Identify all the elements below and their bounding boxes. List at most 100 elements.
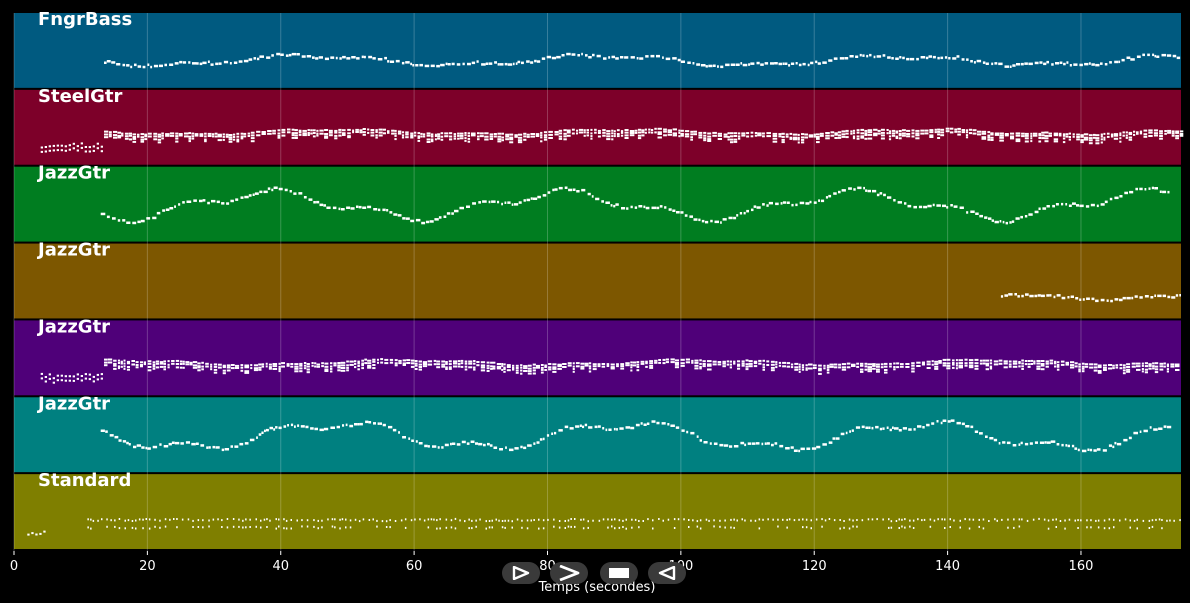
- note: [361, 364, 364, 367]
- note: [60, 144, 63, 147]
- note: [845, 132, 849, 135]
- note: [1015, 138, 1021, 141]
- note: [540, 136, 543, 139]
- note: [586, 129, 589, 132]
- note: [852, 129, 856, 132]
- note: [336, 425, 340, 429]
- note: [394, 364, 398, 367]
- note: [228, 134, 233, 136]
- note: [168, 442, 172, 446]
- note: [889, 428, 892, 432]
- note: [277, 129, 281, 132]
- note: [937, 128, 941, 131]
- note: [795, 203, 798, 207]
- note: [1095, 134, 1100, 137]
- note: [598, 425, 601, 428]
- note: [588, 367, 592, 370]
- note: [1020, 441, 1023, 445]
- note: [833, 192, 837, 195]
- note: [105, 430, 108, 433]
- note: [864, 129, 868, 132]
- note: [558, 429, 563, 432]
- note: [815, 518, 818, 521]
- note: [772, 518, 774, 521]
- note: [781, 138, 785, 141]
- note: [872, 363, 876, 366]
- note: [845, 136, 849, 139]
- note: [271, 188, 274, 192]
- note: [1008, 293, 1013, 296]
- note: [830, 131, 835, 134]
- note: [1077, 519, 1079, 522]
- note: [385, 526, 388, 528]
- note: [639, 57, 644, 60]
- note: [926, 367, 931, 369]
- note: [84, 150, 87, 153]
- note: [1100, 62, 1103, 65]
- note: [1038, 132, 1042, 135]
- note: [154, 518, 156, 521]
- note: [805, 367, 808, 370]
- note: [1001, 518, 1003, 521]
- note: [193, 199, 197, 202]
- note: [445, 361, 448, 363]
- note: [1088, 62, 1091, 65]
- note: [192, 62, 197, 65]
- note: [864, 134, 868, 136]
- note: [1155, 518, 1157, 521]
- note: [719, 525, 721, 528]
- note: [1161, 527, 1163, 530]
- note: [1032, 132, 1038, 135]
- note: [306, 371, 310, 374]
- note: [128, 443, 131, 446]
- rewind-button[interactable]: [648, 562, 686, 584]
- note: [269, 426, 273, 430]
- forward-icon: [559, 565, 580, 581]
- note: [321, 526, 323, 529]
- note: [1050, 440, 1056, 443]
- note: [754, 134, 758, 137]
- note: [475, 442, 478, 445]
- forward-button[interactable]: [550, 562, 588, 584]
- note: [1148, 367, 1152, 370]
- play-button[interactable]: [502, 562, 540, 584]
- note: [882, 54, 886, 57]
- note: [1114, 60, 1119, 64]
- note: [356, 205, 359, 208]
- note: [294, 132, 298, 135]
- note: [927, 204, 932, 208]
- note: [724, 519, 726, 522]
- note: [772, 137, 778, 140]
- note: [132, 137, 137, 140]
- note: [641, 131, 645, 134]
- note: [132, 140, 137, 143]
- note: [121, 134, 124, 137]
- note: [1040, 360, 1045, 362]
- note: [90, 518, 92, 521]
- note: [255, 525, 257, 528]
- note: [213, 365, 218, 368]
- note: [357, 360, 360, 363]
- note: [179, 60, 183, 64]
- note: [924, 132, 929, 135]
- note: [1152, 362, 1155, 365]
- note: [333, 364, 337, 367]
- note: [1073, 63, 1078, 66]
- note: [837, 131, 842, 134]
- note: [702, 365, 706, 368]
- note: [1061, 296, 1066, 300]
- note: [1072, 133, 1075, 136]
- note: [459, 519, 461, 522]
- note: [430, 64, 435, 68]
- stop-button[interactable]: [600, 562, 638, 584]
- note: [741, 132, 746, 135]
- note: [1108, 444, 1112, 447]
- note: [1115, 364, 1119, 367]
- note: [856, 365, 860, 368]
- note: [48, 145, 51, 148]
- note: [570, 525, 572, 528]
- note: [124, 132, 129, 135]
- note: [165, 133, 170, 136]
- note: [1038, 137, 1042, 139]
- note: [856, 525, 858, 528]
